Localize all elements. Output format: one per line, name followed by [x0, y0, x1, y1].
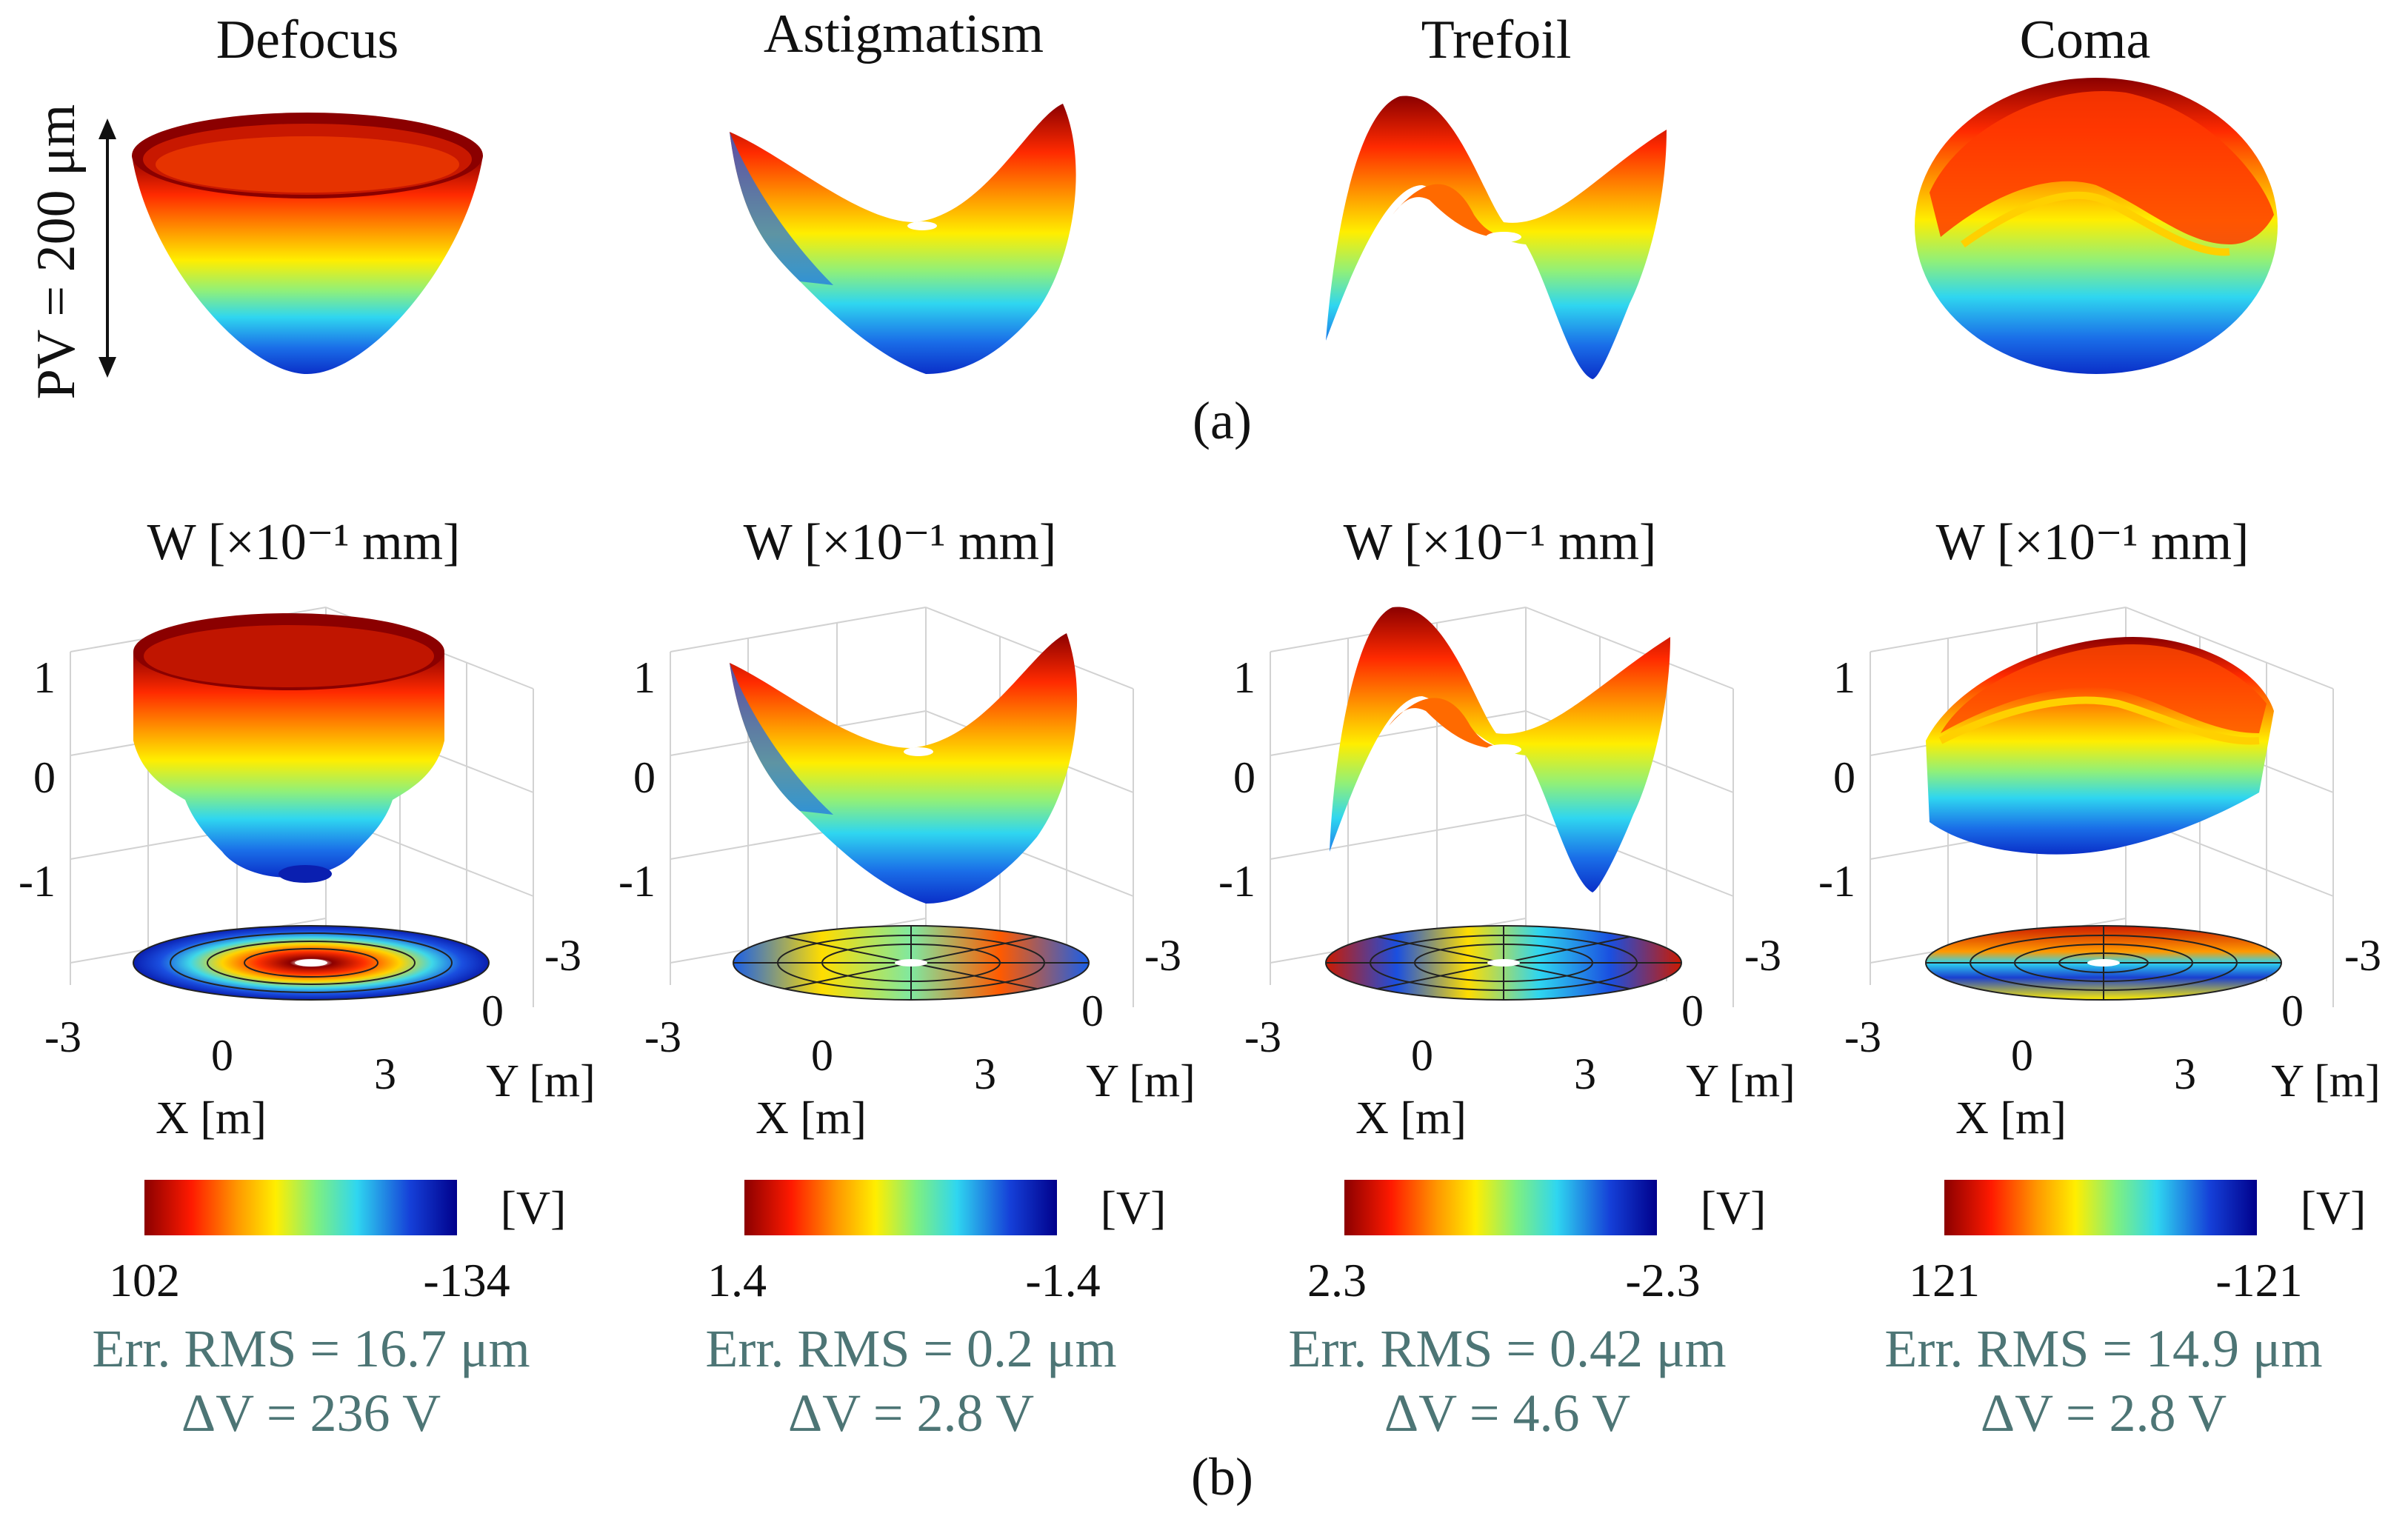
y-tick: 0: [2281, 986, 2304, 1035]
w-label: W [×10⁻¹ mm]: [744, 514, 1057, 571]
delta-v: ΔV = 4.6 V: [1384, 1383, 1630, 1443]
x-axis-label: X [m]: [1955, 1093, 2067, 1144]
title-astigmatism: Astigmatism: [764, 4, 1044, 64]
z-tick: 0: [1233, 753, 1255, 802]
w-label: W [×10⁻¹ mm]: [1936, 514, 2249, 571]
title-defocus: Defocus: [216, 10, 399, 70]
colorbar-min: 1.4: [707, 1254, 767, 1306]
y-tick: -3: [2344, 931, 2381, 980]
z-tick: 0: [1833, 753, 1855, 802]
error-rms: Err. RMS = 0.2 μm: [705, 1319, 1116, 1378]
z-tick: -1: [1218, 857, 1255, 906]
colorbar-max: -121: [2215, 1254, 2302, 1306]
y-axis-label: Y [m]: [1686, 1056, 1795, 1106]
z-tick: -1: [1818, 857, 1855, 906]
x-tick: -3: [44, 1012, 81, 1061]
colorbar-unit: [V]: [1101, 1181, 1167, 1234]
w-label: W [×10⁻¹ mm]: [147, 514, 461, 571]
z-tick: -1: [19, 857, 56, 906]
z-tick: -1: [618, 857, 656, 906]
y-axis-label: Y [m]: [486, 1056, 596, 1106]
w-label: W [×10⁻¹ mm]: [1344, 514, 1657, 571]
panel-a: Defocus Astigmatism Trefoil Coma PV = 20…: [26, 4, 2278, 450]
colorbar: [144, 1180, 457, 1235]
x-tick: -3: [644, 1012, 681, 1061]
defocus-disc: [133, 925, 490, 1001]
colorbar: [744, 1180, 1057, 1235]
x-tick: 3: [1574, 1049, 1596, 1098]
y-tick: -3: [544, 931, 581, 980]
defocus-surface-a: [132, 113, 483, 374]
colorbar-min: 2.3: [1307, 1254, 1367, 1306]
delta-v: ΔV = 2.8 V: [1981, 1383, 2227, 1443]
panel-a-label: (a): [1193, 391, 1252, 450]
x-tick: 3: [374, 1049, 396, 1098]
astigmatism-surface-b: [730, 633, 1078, 904]
panel-b-label: (b): [1191, 1447, 1253, 1506]
coma-surface-b: [1926, 637, 2274, 855]
z-tick: 0: [33, 753, 56, 802]
x-axis-label: X [m]: [1355, 1093, 1467, 1144]
y-tick: -3: [1144, 931, 1181, 980]
x-tick: -3: [1244, 1012, 1281, 1061]
colorbar-max: -2.3: [1625, 1254, 1700, 1306]
y-tick: 0: [1681, 986, 1704, 1035]
plot-astigmatism: W [×10⁻¹ mm] 1 0 -1 -3 0 3 -3 0 X [m] Y …: [618, 514, 1195, 1443]
colorbar-max: -1.4: [1025, 1254, 1100, 1306]
z-tick: 1: [633, 653, 656, 702]
coma-disc: [1925, 925, 2282, 1001]
delta-v: ΔV = 2.8 V: [788, 1383, 1034, 1443]
pv-scale-arrow: [99, 118, 116, 378]
colorbar-max: -134: [423, 1254, 510, 1306]
colorbar: [1344, 1180, 1657, 1235]
trefoil-disc: [1325, 925, 1682, 1001]
error-rms: Err. RMS = 14.9 μm: [1884, 1319, 2322, 1378]
title-coma: Coma: [2020, 10, 2151, 70]
trefoil-surface-a: [1326, 96, 1667, 379]
x-tick: -3: [1844, 1012, 1881, 1061]
colorbar-unit: [V]: [501, 1181, 567, 1234]
error-rms: Err. RMS = 0.42 μm: [1288, 1319, 1726, 1378]
pv-label: PV = 200 μm: [26, 104, 87, 400]
plot-defocus: W [×10⁻¹ mm] 1 0 -1 -3 0 3 -3 0 X [m] Y …: [19, 514, 596, 1443]
plot-trefoil: W [×10⁻¹ mm] 1 0 -1 -3 0 3 -3 0 X [m] Y …: [1218, 514, 1795, 1443]
astigmatism-disc: [733, 925, 1090, 1001]
colorbar-unit: [V]: [1701, 1181, 1767, 1234]
z-tick: 0: [633, 753, 656, 802]
x-tick: 3: [974, 1049, 996, 1098]
astigmatism-surface-a: [730, 104, 1076, 374]
panel-b: W [×10⁻¹ mm] 1 0 -1 -3 0 3 -3 0 X [m] Y …: [19, 514, 2381, 1506]
z-tick: 1: [33, 653, 56, 702]
x-axis-label: X [m]: [756, 1093, 867, 1144]
z-tick: 1: [1233, 653, 1255, 702]
x-tick: 3: [2174, 1049, 2196, 1098]
colorbar-min: 121: [1909, 1254, 1980, 1306]
x-tick: 0: [2011, 1031, 2033, 1080]
z-tick: 1: [1833, 653, 1855, 702]
error-rms: Err. RMS = 16.7 μm: [92, 1319, 530, 1378]
x-axis-label: X [m]: [156, 1093, 267, 1144]
coma-surface-a: [1915, 78, 2278, 374]
y-axis-label: Y [m]: [1086, 1056, 1195, 1106]
title-trefoil: Trefoil: [1421, 10, 1572, 70]
x-tick: 0: [211, 1031, 233, 1080]
y-axis-label: Y [m]: [2271, 1056, 2381, 1106]
trefoil-surface-b: [1330, 607, 1670, 892]
colorbar-min: 102: [109, 1254, 180, 1306]
x-tick: 0: [1411, 1031, 1433, 1080]
delta-v: ΔV = 236 V: [181, 1383, 441, 1443]
defocus-surface-b: [133, 613, 444, 883]
plot-coma: W [×10⁻¹ mm] 1 0 -1 -3 0 3 -3 0 X [m] Y …: [1818, 514, 2381, 1443]
y-tick: 0: [481, 986, 504, 1035]
colorbar: [1944, 1180, 2257, 1235]
colorbar-unit: [V]: [2301, 1181, 2367, 1234]
y-tick: 0: [1081, 986, 1104, 1035]
x-tick: 0: [811, 1031, 833, 1080]
y-tick: -3: [1744, 931, 1781, 980]
